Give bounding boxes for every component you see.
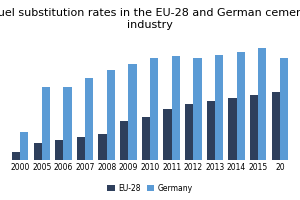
Bar bbox=[107, 70, 115, 160]
Bar bbox=[34, 143, 42, 160]
Bar bbox=[77, 137, 85, 160]
Bar bbox=[272, 92, 280, 160]
Bar bbox=[142, 117, 150, 160]
Title: Fuel substitution rates in the EU-28 and German cement
industry: Fuel substitution rates in the EU-28 and… bbox=[0, 8, 300, 30]
Bar bbox=[172, 56, 180, 160]
Bar bbox=[150, 58, 158, 160]
Bar bbox=[280, 58, 288, 160]
Bar bbox=[164, 109, 172, 160]
Bar bbox=[20, 132, 28, 160]
Bar bbox=[237, 51, 245, 160]
Bar bbox=[63, 87, 72, 160]
Bar bbox=[55, 140, 63, 160]
Bar bbox=[42, 87, 50, 160]
Bar bbox=[207, 101, 215, 160]
Bar bbox=[215, 55, 223, 160]
Bar bbox=[98, 134, 107, 160]
Bar bbox=[12, 152, 20, 160]
Bar bbox=[85, 78, 93, 160]
Bar bbox=[128, 64, 136, 160]
Bar bbox=[258, 48, 266, 160]
Bar bbox=[193, 58, 202, 160]
Legend: EU-28, Germany: EU-28, Germany bbox=[104, 181, 196, 196]
Bar bbox=[185, 104, 193, 160]
Bar bbox=[120, 121, 128, 160]
Bar bbox=[228, 98, 237, 160]
Bar bbox=[250, 95, 258, 160]
